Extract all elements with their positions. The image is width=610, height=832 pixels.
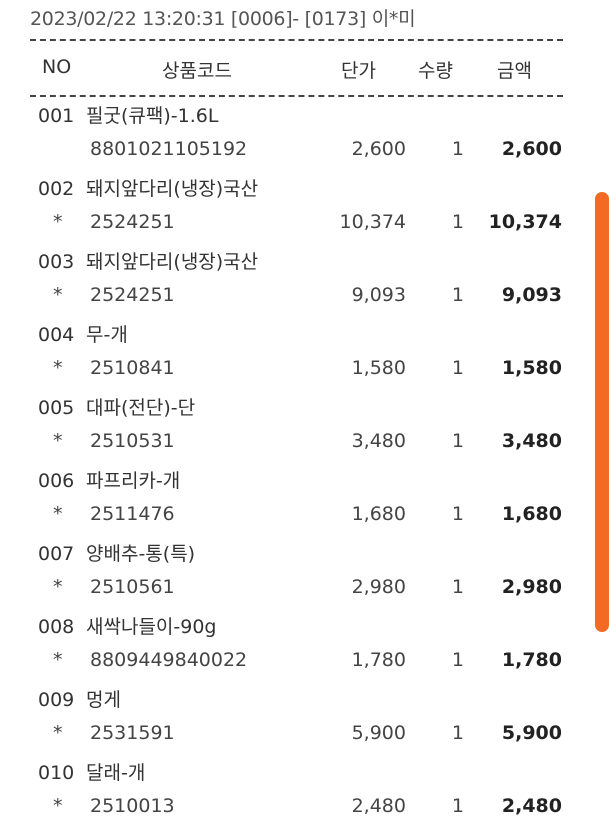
item-amount: 10,374 <box>488 211 562 233</box>
item-code: 2510561 <box>90 576 175 598</box>
item-price: 1,780 <box>351 649 406 671</box>
item-code: 2510841 <box>90 357 175 379</box>
divider-header <box>30 95 563 97</box>
item-qty: 1 <box>451 284 464 306</box>
item-amount: 9,093 <box>501 284 562 306</box>
item-qty: 1 <box>451 649 464 671</box>
item-qty: 1 <box>451 795 464 817</box>
item-code: 2524251 <box>90 211 175 233</box>
item-code: 8801021105192 <box>90 138 248 160</box>
item-qty: 1 <box>451 722 464 744</box>
item-mark: * <box>53 430 63 452</box>
list-item: 003 돼지앞다리(냉장)국산 * 2524251 9,093 1 9,093 <box>0 244 610 317</box>
item-mark: * <box>53 284 63 306</box>
item-name: 양배추-통(특) <box>86 543 196 565</box>
list-item: 010 달래-개 * 2510013 2,480 1 2,480 <box>0 755 610 828</box>
list-item: 002 돼지앞다리(냉장)국산 * 2524251 10,374 1 10,374 <box>0 171 610 244</box>
item-amount: 5,900 <box>501 722 562 744</box>
item-code: 2524251 <box>90 284 175 306</box>
divider-top <box>30 39 563 41</box>
column-header-amount: 금액 <box>497 60 532 82</box>
item-qty: 1 <box>451 430 464 452</box>
item-code: 8809449840022 <box>90 649 248 671</box>
item-mark: * <box>53 576 63 598</box>
item-number: 002 <box>38 178 75 200</box>
item-name: 파프리카-개 <box>86 470 181 492</box>
item-number: 008 <box>38 616 75 638</box>
item-price: 2,600 <box>351 138 406 160</box>
list-item: 007 양배추-통(특) * 2510561 2,980 1 2,980 <box>0 536 610 609</box>
item-qty: 1 <box>451 138 464 160</box>
scrollbar-thumb[interactable] <box>595 192 609 632</box>
item-qty: 1 <box>451 357 464 379</box>
item-number: 004 <box>38 324 75 346</box>
item-amount: 2,600 <box>501 138 562 160</box>
item-mark: * <box>53 357 63 379</box>
item-number: 010 <box>38 762 75 784</box>
item-number: 005 <box>38 397 75 419</box>
item-name: 무-개 <box>86 324 128 346</box>
item-number: 007 <box>38 543 75 565</box>
item-price: 5,900 <box>351 722 406 744</box>
item-amount: 1,780 <box>501 649 562 671</box>
item-price: 3,480 <box>351 430 406 452</box>
item-amount: 3,480 <box>501 430 562 452</box>
column-header-no: NO <box>42 56 72 78</box>
item-name: 새싹나들이-90g <box>86 616 217 638</box>
column-header-code: 상품코드 <box>162 60 232 82</box>
list-item: 006 파프리카-개 * 2511476 1,680 1 1,680 <box>0 463 610 536</box>
item-list: 001 필굿(큐팩)-1.6L 8801021105192 2,600 1 2,6… <box>0 98 610 828</box>
item-name: 필굿(큐팩)-1.6L <box>86 105 219 127</box>
list-item: 001 필굿(큐팩)-1.6L 8801021105192 2,600 1 2,6… <box>0 98 610 171</box>
item-mark: * <box>53 722 63 744</box>
item-code: 2531591 <box>90 722 175 744</box>
item-amount: 1,580 <box>501 357 562 379</box>
item-code: 2511476 <box>90 503 175 525</box>
item-mark: * <box>53 795 63 817</box>
item-mark: * <box>53 649 63 671</box>
item-number: 001 <box>38 105 75 127</box>
item-name: 돼지앞다리(냉장)국산 <box>86 251 259 273</box>
item-number: 006 <box>38 470 75 492</box>
item-name: 달래-개 <box>86 762 146 784</box>
receipt-header: 2023/02/22 13:20:31 [0006]- [0173] 이*미 <box>30 8 416 30</box>
item-price: 10,374 <box>339 211 406 233</box>
item-code: 2510531 <box>90 430 175 452</box>
item-name: 멍게 <box>86 689 121 711</box>
item-price: 9,093 <box>351 284 406 306</box>
item-amount: 1,680 <box>501 503 562 525</box>
column-header-qty: 수량 <box>418 60 453 82</box>
list-item: 008 새싹나들이-90g * 8809449840022 1,780 1 1,7… <box>0 609 610 682</box>
list-item: 005 대파(전단)-단 * 2510531 3,480 1 3,480 <box>0 390 610 463</box>
item-amount: 2,980 <box>501 576 562 598</box>
item-qty: 1 <box>451 576 464 598</box>
item-qty: 1 <box>451 503 464 525</box>
column-header-price: 단가 <box>341 60 376 82</box>
item-price: 1,680 <box>351 503 406 525</box>
item-name: 돼지앞다리(냉장)국산 <box>86 178 259 200</box>
item-code: 2510013 <box>90 795 175 817</box>
list-item: 009 멍게 * 2531591 5,900 1 5,900 <box>0 682 610 755</box>
item-qty: 1 <box>451 211 464 233</box>
item-price: 2,980 <box>351 576 406 598</box>
item-number: 003 <box>38 251 75 273</box>
item-mark: * <box>53 211 63 233</box>
item-price: 1,580 <box>351 357 406 379</box>
item-name: 대파(전단)-단 <box>86 397 196 419</box>
item-number: 009 <box>38 689 75 711</box>
list-item: 004 무-개 * 2510841 1,580 1 1,580 <box>0 317 610 390</box>
item-amount: 2,480 <box>501 795 562 817</box>
item-price: 2,480 <box>351 795 406 817</box>
item-mark: * <box>53 503 63 525</box>
